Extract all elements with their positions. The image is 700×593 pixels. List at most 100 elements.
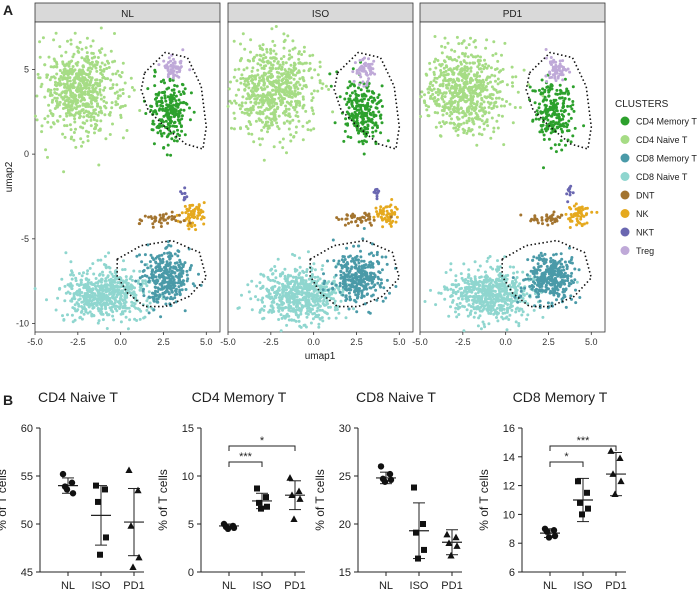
cell-point: [85, 51, 89, 55]
cell-point: [258, 76, 262, 80]
cell-point: [234, 93, 238, 97]
cell-point: [438, 121, 442, 125]
cell-point: [99, 93, 103, 97]
cell-point: [572, 109, 576, 113]
cell-point: [54, 308, 58, 312]
cell-point: [261, 300, 264, 304]
cell-point: [282, 46, 286, 50]
cell-point: [267, 93, 271, 97]
cell-point: [274, 25, 278, 28]
cell-point: [148, 296, 152, 299]
cell-point: [377, 110, 381, 114]
cell-point: [259, 308, 262, 312]
cell-point: [486, 124, 490, 128]
cell-point: [469, 112, 473, 116]
cell-point: [92, 282, 96, 286]
cell-point: [428, 67, 432, 71]
cell-point: [457, 55, 461, 59]
cell-point: [316, 73, 320, 77]
cell-point: [80, 98, 84, 102]
cell-point: [491, 53, 495, 57]
cell-point: [98, 302, 102, 306]
cell-point: [444, 121, 448, 124]
cell-point: [285, 151, 288, 155]
cell-point: [113, 271, 117, 274]
cell-point: [351, 70, 355, 74]
cell-point: [278, 140, 282, 144]
cell-point: [178, 290, 182, 294]
cell-point: [443, 45, 447, 49]
cell-point: [173, 61, 177, 65]
cell-point: [511, 75, 515, 79]
cell-point: [475, 103, 479, 107]
cell-point: [290, 90, 294, 94]
cell-point: [88, 61, 92, 65]
cell-point: [567, 129, 571, 133]
cell-point: [291, 47, 295, 51]
cell-point: [258, 118, 262, 122]
cell-point: [344, 117, 348, 121]
cell-point: [312, 112, 315, 116]
cell-point: [71, 306, 75, 310]
cell-point: [457, 95, 460, 99]
cell-point: [55, 72, 59, 76]
cell-point: [427, 91, 431, 95]
cell-point: [315, 309, 319, 313]
cell-point: [313, 68, 317, 72]
cell-point: [304, 304, 307, 308]
cell-point: [95, 119, 99, 123]
cell-point: [115, 90, 119, 94]
cell-point: [109, 49, 113, 53]
cell-point: [456, 128, 460, 131]
cell-point: [325, 285, 328, 289]
cell-point: [164, 99, 168, 103]
cell-point: [282, 32, 286, 36]
cell-point: [360, 110, 364, 114]
cell-point: [68, 292, 72, 295]
cell-point: [283, 267, 287, 271]
cell-point: [167, 113, 171, 117]
cell-point: [157, 126, 161, 130]
cell-point: [366, 123, 370, 127]
cell-point: [262, 67, 266, 71]
cell-point: [95, 69, 99, 73]
cell-point: [271, 93, 275, 97]
cell-point: [47, 103, 51, 107]
cell-point: [96, 307, 100, 311]
cell-point: [544, 115, 548, 119]
cell-point: [439, 69, 443, 72]
cell-point: [440, 44, 444, 48]
cell-point: [366, 116, 370, 120]
cell-point: [287, 308, 291, 312]
cell-point: [571, 85, 575, 89]
cell-point: [317, 325, 321, 329]
cell-point: [325, 299, 329, 303]
cell-point: [558, 69, 562, 73]
cell-point: [77, 83, 81, 87]
cell-point: [318, 304, 322, 308]
cell-point: [55, 104, 59, 108]
cell-point: [444, 73, 448, 77]
cell-point: [103, 254, 107, 258]
cell-point: [540, 128, 544, 132]
cell-point: [308, 282, 311, 286]
cell-point: [191, 282, 195, 286]
cell-point: [92, 109, 96, 112]
cell-point: [246, 283, 250, 287]
cell-point: [138, 109, 142, 112]
cell-point: [376, 281, 380, 285]
cell-point: [287, 114, 290, 118]
cell-point: [99, 71, 103, 75]
cell-point: [281, 146, 285, 150]
cell-point: [266, 120, 270, 124]
cell-point: [151, 122, 155, 126]
cell-point: [226, 104, 230, 108]
cell-point: [469, 53, 473, 57]
cell-point: [371, 126, 375, 130]
cell-point: [514, 75, 518, 79]
cell-point: [96, 321, 100, 325]
cell-point: [476, 117, 480, 121]
cell-point: [193, 223, 197, 227]
cell-point: [284, 88, 288, 92]
cell-point: [242, 68, 246, 72]
